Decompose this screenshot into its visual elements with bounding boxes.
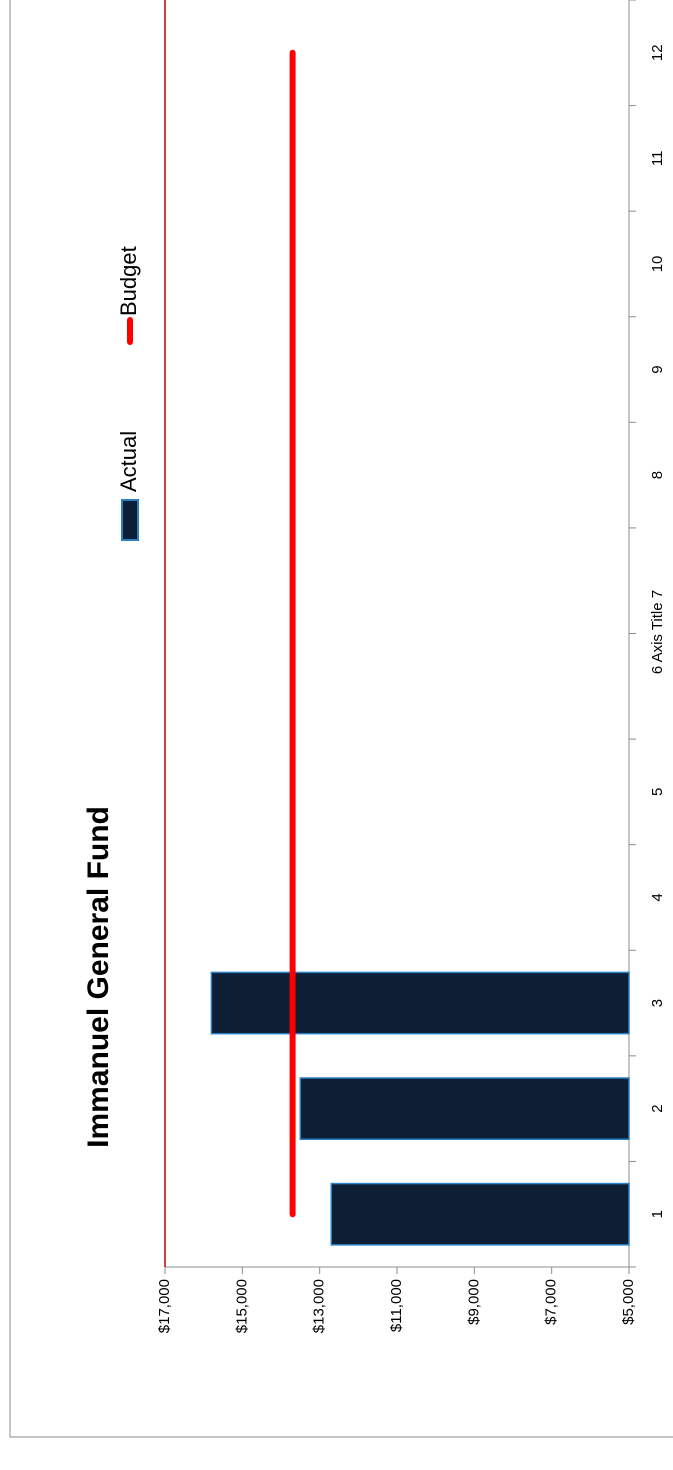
actual-bar (330, 1182, 630, 1246)
category-tick-label: 10 (649, 256, 666, 273)
value-tick-label: $9,000 (465, 1279, 482, 1325)
category-tick-label: 5 (649, 788, 666, 796)
value-tick-label: $11,000 (388, 1279, 405, 1332)
category-tick-label: 11 (649, 151, 666, 167)
category-tick-label: 2 (649, 1104, 666, 1112)
category-tick-label: 8 (649, 471, 666, 479)
category-tick-label: 1 (649, 1210, 666, 1218)
legend-label-actual: Actual (116, 431, 141, 492)
legend: Actual Budget (116, 246, 141, 541)
value-axis: $5,000 $7,000 $9,000 $11,000 $13,000 $15,000 $… (156, 0, 637, 1333)
value-tick-label: $5,000 (620, 1279, 637, 1325)
category-tick-label: 9 (649, 365, 666, 373)
category-tick-label: 12 (649, 44, 666, 61)
value-tick-label: $13,000 (311, 1279, 328, 1333)
legend-swatch-actual (121, 499, 139, 541)
value-tick-label: $17,000 (156, 1279, 173, 1333)
actual-bar (299, 1077, 630, 1140)
value-tick-label: $15,000 (233, 1279, 250, 1333)
chart-title: Immanuel General Fund (82, 806, 115, 1148)
category-tick-label: 3 (649, 999, 666, 1007)
legend-label-budget: Budget (116, 246, 141, 316)
value-tick-label: $7,000 (543, 1279, 560, 1325)
category-axis-title: 6 Axis Title 7 (649, 590, 666, 674)
actual-bars (210, 971, 630, 1246)
category-tick-label: 4 (649, 893, 666, 901)
actual-bar (210, 971, 630, 1035)
